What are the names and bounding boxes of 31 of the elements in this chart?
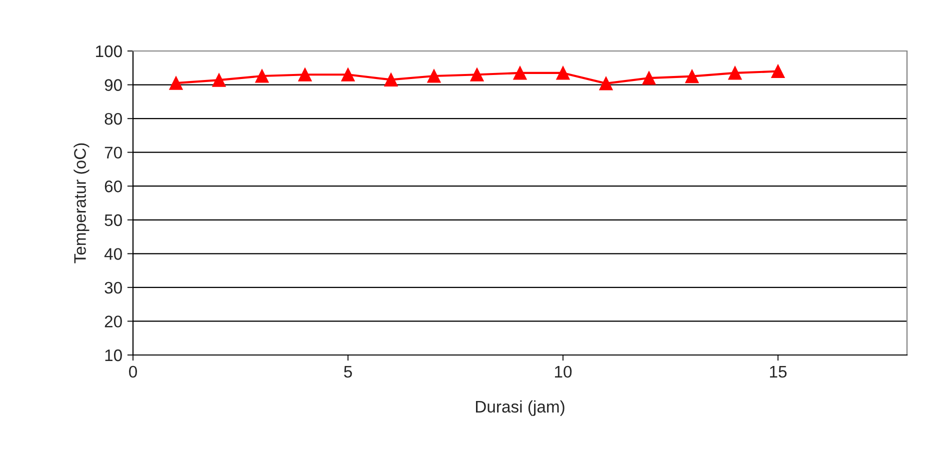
point [771, 64, 785, 78]
y-tick-label: 70 [104, 146, 122, 159]
point [685, 70, 699, 84]
x-tick-label: 5 [344, 366, 352, 378]
y-tick-label: 80 [104, 112, 122, 125]
y-axis-title: Temperatur (oC) [74, 143, 90, 264]
point [642, 71, 656, 85]
x-tick-label: 10 [555, 366, 572, 378]
point [513, 66, 527, 80]
point [169, 76, 183, 90]
point [556, 66, 570, 80]
point [298, 68, 312, 82]
point [599, 76, 613, 90]
x-axis-title: Durasi (jam) [476, 400, 564, 416]
y-tick-label: 100 [96, 45, 122, 58]
point [427, 69, 441, 83]
point [470, 68, 484, 82]
y-tick-label: 20 [104, 316, 122, 328]
x-tick-label: 15 [770, 366, 787, 378]
y-tick-label: 60 [104, 180, 122, 192]
y-tick-label: 50 [104, 214, 122, 226]
y-tick-label: 10 [105, 349, 122, 362]
y-tick-label: 30 [104, 282, 122, 294]
x-tick-label: 0 [129, 366, 137, 378]
point [728, 66, 742, 80]
point [212, 73, 226, 87]
y-tick-label: 40 [104, 248, 122, 260]
point [341, 68, 355, 82]
y-tick-label: 90 [104, 79, 122, 91]
point [255, 69, 269, 83]
point [384, 72, 398, 86]
